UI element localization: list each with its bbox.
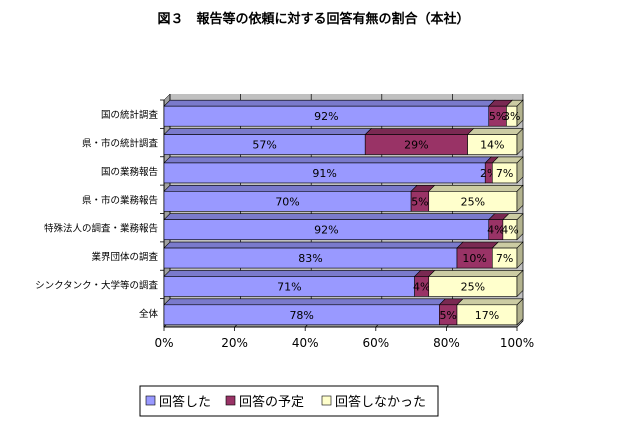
category-label: 県・市の業務報告 — [82, 194, 158, 206]
x-tick-label: 100% — [500, 336, 534, 350]
legend-swatch — [321, 395, 332, 406]
bar-side-face — [516, 212, 524, 241]
data-label: 91% — [312, 167, 336, 180]
data-label: 92% — [314, 110, 338, 123]
bar-top-face — [466, 128, 524, 135]
data-label: 71% — [277, 280, 301, 293]
data-label: 78% — [289, 309, 313, 322]
category-label: 県・市の統計調査 — [82, 138, 159, 150]
bar-top-face — [364, 128, 475, 135]
data-label: 7% — [496, 252, 513, 265]
bar-top-face — [163, 298, 447, 306]
legend-swatch — [145, 395, 156, 406]
data-label: 4% — [487, 224, 504, 237]
bar-top-face — [163, 270, 422, 277]
legend-label: 回答した — [159, 394, 211, 410]
legend-label: 回答しなかった — [335, 394, 426, 410]
category-label: 業界団体の調査 — [91, 251, 158, 263]
legend-box — [139, 385, 439, 417]
bar-side-face — [516, 156, 524, 184]
data-label: 25% — [461, 195, 485, 208]
data-label: 83% — [298, 252, 322, 265]
gridline-floor — [516, 320, 524, 328]
legend-swatch — [225, 395, 236, 406]
bar-top-face — [456, 241, 500, 249]
data-label: 92% — [314, 224, 338, 237]
bar-top-face — [456, 298, 524, 306]
bar-side-face — [516, 298, 524, 326]
category-label: 国の業務報告 — [101, 166, 158, 178]
bar-top-face — [163, 128, 372, 135]
bar-side-face — [516, 99, 524, 127]
legend-label: 回答の予定 — [239, 394, 304, 410]
data-label: 29% — [404, 139, 428, 152]
data-label: 10% — [462, 252, 486, 265]
bar-side-face — [516, 269, 524, 298]
data-label: 3% — [503, 110, 520, 123]
bar-top-face — [163, 185, 418, 192]
category-label: シンクタンク・大学等の調査 — [35, 279, 158, 291]
bar-top-face — [428, 185, 524, 192]
data-label: 17% — [475, 309, 499, 322]
bar-top-face — [163, 241, 464, 249]
x-tick-label: 20% — [221, 336, 248, 350]
data-label: 25% — [461, 280, 485, 293]
data-label: 70% — [275, 195, 299, 208]
bar-side-face — [516, 241, 524, 269]
x-tick-label: 60% — [362, 336, 389, 350]
data-label: 4% — [413, 280, 430, 293]
chart-title: 図３ 報告等の依頼に対する回答有無の割合（本社） — [157, 12, 470, 27]
category-label: 国の統計調査 — [101, 109, 159, 121]
x-tick-label: 40% — [292, 336, 319, 350]
data-label: 5% — [439, 309, 456, 322]
x-tick-label: 80% — [433, 336, 460, 350]
data-label: 14% — [480, 139, 504, 152]
bar-side-face — [516, 127, 524, 156]
data-label: 4% — [501, 224, 518, 237]
data-label: 5% — [411, 195, 428, 208]
bar-top-face — [163, 156, 492, 164]
data-label: 7% — [496, 167, 513, 180]
category-label: 全体 — [139, 308, 159, 320]
bar-side-face — [516, 184, 524, 213]
x-tick-label: 0% — [154, 336, 173, 350]
bar-top-face — [163, 99, 496, 107]
bar-top-face — [428, 270, 524, 277]
bar-top-face — [163, 213, 496, 220]
category-label: 特殊法人の調査・業務報告 — [44, 223, 158, 235]
data-label: 57% — [252, 139, 276, 152]
data-label: 5% — [489, 110, 506, 123]
